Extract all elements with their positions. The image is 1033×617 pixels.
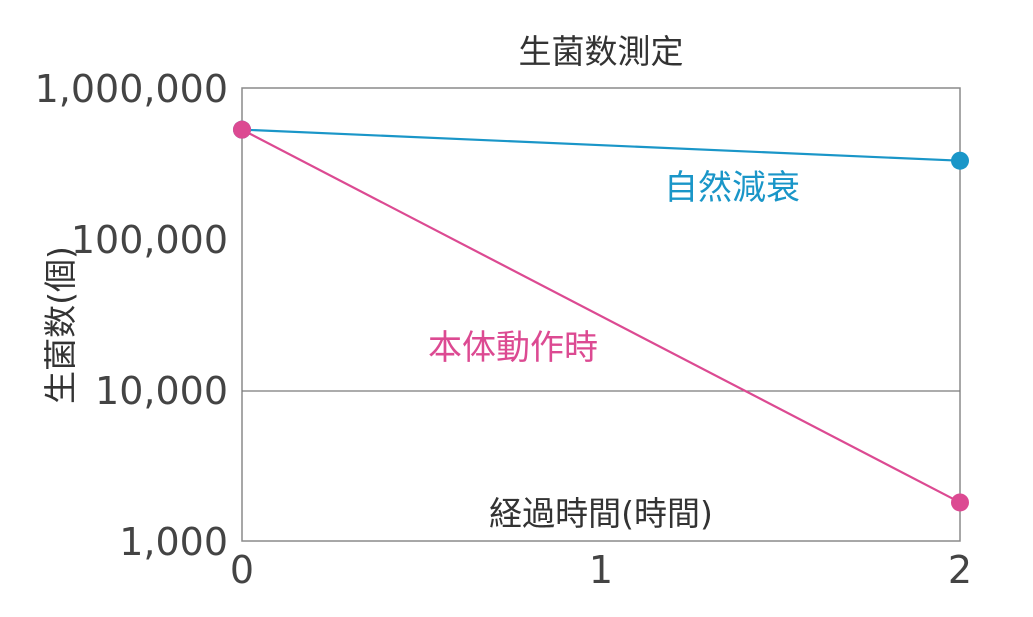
- series-label-natural-decay: 自然減衰: [664, 168, 800, 208]
- y-tick-label: 1,000: [119, 520, 228, 564]
- plot-frame: [241, 87, 961, 542]
- x-tick-labels: 0 1 2: [230, 548, 972, 592]
- y-tick-labels: 1,000 10,000 100,000 1,000,000: [35, 67, 228, 564]
- series-point: [951, 151, 969, 170]
- series-point: [233, 120, 251, 139]
- x-tick-label: 0: [230, 548, 254, 592]
- series-line: [241, 128, 961, 504]
- y-tick-label: 100,000: [71, 218, 228, 262]
- series-layer: [233, 120, 969, 512]
- x-tick-label: 1: [589, 548, 613, 592]
- y-tick-label: 10,000: [95, 369, 228, 413]
- series-point: [951, 493, 969, 512]
- series-line: [241, 128, 961, 162]
- series-label-device-operating: 本体動作時: [428, 328, 598, 368]
- x-axis-title: 経過時間(時間): [489, 494, 713, 533]
- y-axis-title: 生菌数(個): [41, 246, 80, 404]
- x-tick-label: 2: [948, 548, 972, 592]
- y-tick-label: 1,000,000: [35, 67, 228, 111]
- chart-title: 生菌数測定: [519, 32, 684, 71]
